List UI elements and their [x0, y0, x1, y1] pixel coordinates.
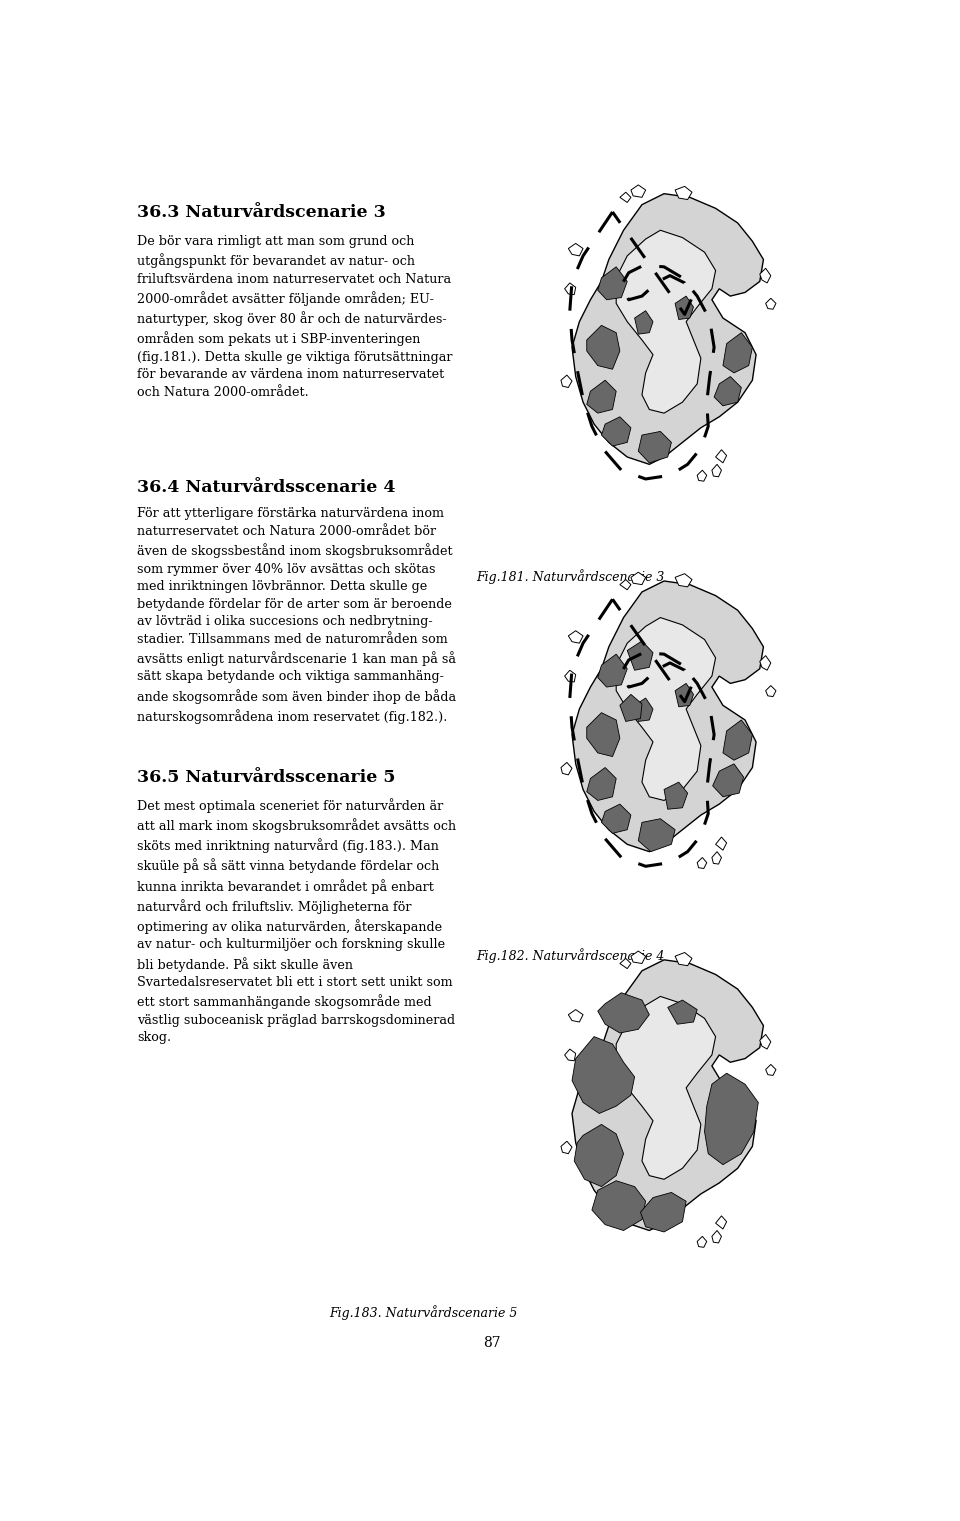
Polygon shape: [627, 640, 653, 671]
Polygon shape: [620, 958, 631, 969]
Polygon shape: [705, 1074, 758, 1165]
Text: 36.4 Naturvårdsscenarie 4: 36.4 Naturvårdsscenarie 4: [137, 479, 396, 496]
Polygon shape: [568, 631, 583, 643]
Text: De bör vara rimligt att man som grund och
utgångspunkt för bevarandet av natur- : De bör vara rimligt att man som grund oc…: [137, 234, 452, 399]
Polygon shape: [574, 1124, 624, 1186]
Polygon shape: [712, 764, 744, 797]
Polygon shape: [572, 960, 763, 1230]
Text: För att ytterligare förstärka naturvärdena inom
naturreservatet och Natura 2000-: För att ytterligare förstärka naturvärde…: [137, 508, 456, 724]
Polygon shape: [715, 837, 727, 850]
Polygon shape: [675, 297, 693, 319]
Polygon shape: [592, 1180, 646, 1230]
Polygon shape: [766, 686, 776, 697]
Polygon shape: [616, 618, 715, 800]
Polygon shape: [697, 858, 707, 868]
Polygon shape: [561, 762, 572, 774]
Polygon shape: [766, 298, 776, 309]
Polygon shape: [561, 376, 572, 388]
Polygon shape: [759, 268, 771, 283]
Polygon shape: [602, 417, 631, 446]
Polygon shape: [631, 186, 646, 198]
Polygon shape: [723, 333, 753, 373]
Polygon shape: [712, 1230, 722, 1243]
Text: Fig.181. Naturvårdscenarie 3: Fig.181. Naturvårdscenarie 3: [476, 569, 665, 584]
Polygon shape: [635, 310, 653, 335]
Polygon shape: [598, 993, 649, 1033]
Polygon shape: [620, 695, 642, 721]
Polygon shape: [598, 654, 627, 687]
Polygon shape: [675, 952, 692, 966]
Polygon shape: [712, 852, 722, 864]
Polygon shape: [640, 1192, 686, 1232]
Polygon shape: [564, 283, 576, 295]
Polygon shape: [759, 1034, 771, 1049]
Text: 36.3 Naturvårdscenarie 3: 36.3 Naturvårdscenarie 3: [137, 204, 386, 221]
Polygon shape: [564, 671, 576, 681]
Polygon shape: [616, 230, 715, 414]
Polygon shape: [715, 450, 727, 462]
Polygon shape: [723, 719, 753, 760]
Polygon shape: [598, 266, 627, 300]
Polygon shape: [564, 1049, 576, 1060]
Polygon shape: [616, 996, 715, 1179]
Polygon shape: [675, 683, 693, 707]
Polygon shape: [572, 193, 763, 464]
Polygon shape: [675, 187, 692, 199]
Polygon shape: [568, 1010, 583, 1022]
Polygon shape: [620, 192, 631, 202]
Polygon shape: [759, 656, 771, 671]
Polygon shape: [668, 1001, 697, 1024]
Polygon shape: [572, 581, 763, 852]
Polygon shape: [587, 325, 620, 370]
Polygon shape: [631, 572, 646, 584]
Polygon shape: [714, 377, 741, 406]
Polygon shape: [587, 380, 616, 414]
Text: Det mest optimala sceneriet för naturvården är
att all mark inom skogsbruksområd: Det mest optimala sceneriet för naturvår…: [137, 797, 456, 1045]
Polygon shape: [697, 1237, 707, 1247]
Polygon shape: [587, 768, 616, 800]
Polygon shape: [664, 782, 687, 809]
Polygon shape: [572, 1037, 635, 1113]
Text: Fig.182. Naturvårdscenarie 4: Fig.182. Naturvårdscenarie 4: [476, 948, 665, 963]
Polygon shape: [635, 698, 653, 721]
Polygon shape: [602, 805, 631, 834]
Polygon shape: [561, 1141, 572, 1154]
Text: 36.5 Naturvårdsscenarie 5: 36.5 Naturvårdsscenarie 5: [137, 770, 396, 786]
Polygon shape: [638, 432, 671, 462]
Polygon shape: [631, 951, 646, 963]
Polygon shape: [568, 243, 583, 256]
Polygon shape: [638, 818, 675, 852]
Text: 87: 87: [483, 1335, 501, 1351]
Polygon shape: [675, 573, 692, 587]
Polygon shape: [712, 464, 722, 476]
Polygon shape: [715, 1215, 727, 1229]
Polygon shape: [587, 713, 620, 756]
Polygon shape: [620, 580, 631, 590]
Polygon shape: [766, 1065, 776, 1075]
Text: Fig.183. Naturvårdscenarie 5: Fig.183. Naturvårdscenarie 5: [329, 1305, 517, 1320]
Polygon shape: [697, 470, 707, 481]
